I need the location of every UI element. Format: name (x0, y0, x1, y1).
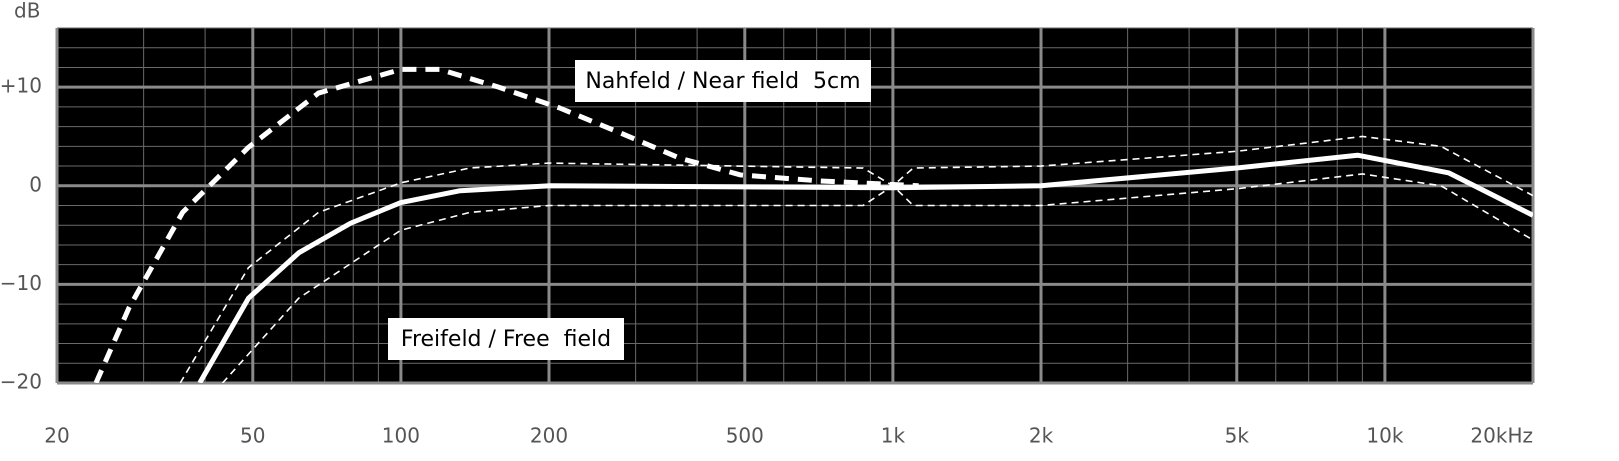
y-tick-label: 0 (29, 172, 42, 196)
series-line (221, 173, 1533, 383)
label-box (575, 60, 871, 102)
x-tick-label: 20kHz (1470, 424, 1533, 448)
series-line (93, 66, 919, 383)
series-line (197, 152, 1533, 383)
series-line (179, 135, 1533, 383)
y-tick-label: −20 (0, 370, 42, 394)
series-label: Nahfeld / Near field 5cm (585, 69, 860, 94)
x-tick-label: 1k (881, 424, 906, 448)
x-tick-label: 10k (1366, 424, 1403, 448)
y-tick-label: +10 (0, 74, 42, 98)
y-tick-label: −10 (0, 271, 42, 295)
x-tick-label: 2k (1029, 424, 1054, 448)
x-tick-label: 50 (240, 424, 265, 448)
x-tick-label: 20 (44, 424, 69, 448)
y-axis-label: dB (14, 0, 40, 23)
x-tick-label: 500 (726, 424, 764, 448)
series-label: Freifeld / Free field (401, 327, 611, 352)
x-tick-label: 5k (1225, 424, 1250, 448)
x-tick-label: 200 (530, 424, 568, 448)
label-box (388, 318, 624, 360)
x-tick-label: 100 (382, 424, 420, 448)
series-group (93, 66, 1533, 383)
